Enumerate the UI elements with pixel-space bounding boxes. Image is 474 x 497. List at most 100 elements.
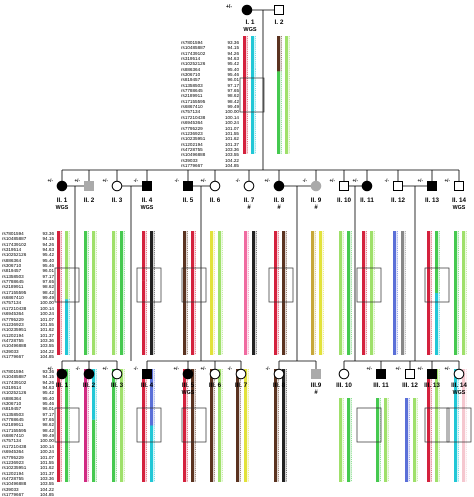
snp-position: 100.14 — [39, 443, 54, 449]
label-text: II. 7 — [244, 197, 255, 204]
snp-row: rs10235951 101.62 — [2, 465, 54, 470]
snp-position: 97.65 — [42, 417, 55, 423]
label-text: +/- — [48, 178, 54, 183]
haplotype-bars — [57, 36, 467, 482]
snp-row: rs6867410 99.49 — [2, 433, 54, 438]
haplotype-segment — [183, 231, 187, 355]
highlight-box — [424, 407, 450, 443]
snp-row: rs10252126 95.42 — [181, 61, 239, 66]
snp-position: 94.26 — [42, 379, 55, 385]
label-text: WGS — [453, 205, 466, 211]
label-text: III.9 — [311, 382, 322, 389]
haplotype-segment — [142, 280, 146, 355]
female-symbol — [209, 368, 221, 380]
snp-id: rs7795229 — [2, 316, 24, 322]
snp-position: 98.42 — [42, 289, 55, 295]
snp-id: rs886364 — [181, 66, 201, 72]
label-text: -/- — [236, 178, 241, 183]
snp-row: rs1236923 101.55 — [2, 322, 54, 327]
label-text: III. 11 — [373, 382, 389, 389]
snp-row: rs319514 94.63 — [2, 385, 54, 390]
label-text: II. 1 — [57, 197, 68, 204]
label-text: III. 6 — [209, 382, 222, 389]
snp-row: rs1358503 97.17 — [2, 412, 54, 417]
haplotype-segment — [84, 231, 88, 355]
snp-position: 94.63 — [227, 56, 240, 62]
snp-position: 94.63 — [42, 247, 55, 253]
snp-id: rs10252126 — [2, 390, 27, 396]
haplotype-segment — [454, 369, 458, 482]
snp-id: rs17439102 — [181, 50, 206, 56]
snp-id: rs10235951 — [2, 327, 27, 333]
snp-row: rs2189911 98.62 — [2, 422, 54, 427]
snp-id: rs4728755 — [2, 475, 24, 481]
haplotype-segment — [236, 369, 240, 482]
snp-row: rs2189911 98.62 — [2, 284, 54, 289]
haplotype-segment — [150, 231, 154, 355]
snp-position: 101.37 — [224, 141, 239, 147]
snp-row: rs757134 100.00 — [2, 300, 54, 305]
male-symbol — [393, 181, 403, 191]
label-text: +/- — [103, 366, 109, 371]
label-text: WGS — [56, 205, 69, 211]
snp-id: rs7795229 — [181, 125, 203, 131]
haplotype-segment — [65, 369, 69, 482]
snp-position: 104.22 — [224, 157, 239, 163]
snp-position: 101.07 — [224, 125, 239, 131]
snp-position: 104.85 — [39, 353, 54, 359]
snp-id: rs17439102 — [2, 241, 27, 247]
snp-row: rs1202194 101.37 — [2, 471, 54, 476]
haplotype-segment — [454, 231, 458, 355]
snp-id: rs1358503 — [181, 82, 203, 88]
snp-row: rs1779667 104.85 — [2, 492, 54, 497]
snp-row: rs306710 95.46 — [181, 72, 239, 77]
snp-id: rs10235951 — [2, 465, 27, 471]
haplotype-segment — [251, 36, 255, 70]
highlight-box — [181, 267, 207, 303]
label-text: +/- — [330, 178, 336, 183]
snp-position: 104.85 — [39, 491, 54, 497]
snp-position: 104.85 — [224, 162, 239, 168]
snp-row: rs6867410 99.49 — [2, 295, 54, 300]
snp-row: rs757134 100.00 — [2, 438, 54, 443]
female-symbol — [453, 368, 465, 380]
snp-position: 98.42 — [42, 427, 55, 433]
snp-position: 97.65 — [227, 88, 240, 94]
snp-position: 95.46 — [42, 401, 55, 407]
snp-position: 103.36 — [39, 337, 54, 343]
snp-row: rs17439102 94.26 — [2, 380, 54, 385]
snp-id: rs306710 — [2, 263, 22, 269]
haplotype-segment — [462, 231, 466, 355]
snp-row: rs886364 95.40 — [181, 67, 239, 72]
label-text: II. 6 — [210, 197, 221, 204]
haplotype-segment — [112, 231, 116, 355]
male-symbol — [427, 181, 437, 191]
snp-position: 103.36 — [224, 146, 239, 152]
snp-id: rs39033 — [181, 157, 198, 163]
label-text: II. 14 — [452, 197, 466, 204]
snp-id: rs1236923 — [2, 321, 24, 327]
haplotype-segment — [285, 36, 289, 154]
snp-position: 100.14 — [224, 114, 239, 120]
label-text: +/- — [396, 366, 402, 371]
snp-position: 101.07 — [39, 316, 54, 322]
haplotype-segment — [252, 231, 256, 355]
snp-row: rs4728755 103.36 — [2, 476, 54, 481]
snp-row: rs4728755 103.36 — [181, 147, 239, 152]
highlight-box — [424, 267, 450, 303]
snp-id: rs6867410 — [2, 433, 24, 439]
haplotype-segment — [401, 231, 405, 355]
haplotype-segment — [282, 369, 286, 482]
snp-position: 98.62 — [42, 422, 55, 428]
snp-id: rs7788645 — [2, 417, 24, 423]
female-symbol — [111, 180, 123, 192]
snp-row: rs10485887 94.15 — [2, 236, 54, 241]
snp-position: 93.36 — [42, 369, 55, 374]
male-symbol — [427, 369, 437, 379]
haplotype-segment — [210, 231, 214, 355]
snp-list-gen2: rs7801594 93.36 rs10485887 94.15 rs17439102 9… — [2, 231, 54, 359]
snp-list-gen3: rs7801594 93.36 rs10485887 94.15 rs17439102 9… — [2, 369, 54, 497]
snp-row: rs819457 96.01 — [181, 77, 239, 82]
snp-id: rs4728755 — [181, 146, 203, 152]
label-text: II. 9 — [311, 197, 322, 204]
